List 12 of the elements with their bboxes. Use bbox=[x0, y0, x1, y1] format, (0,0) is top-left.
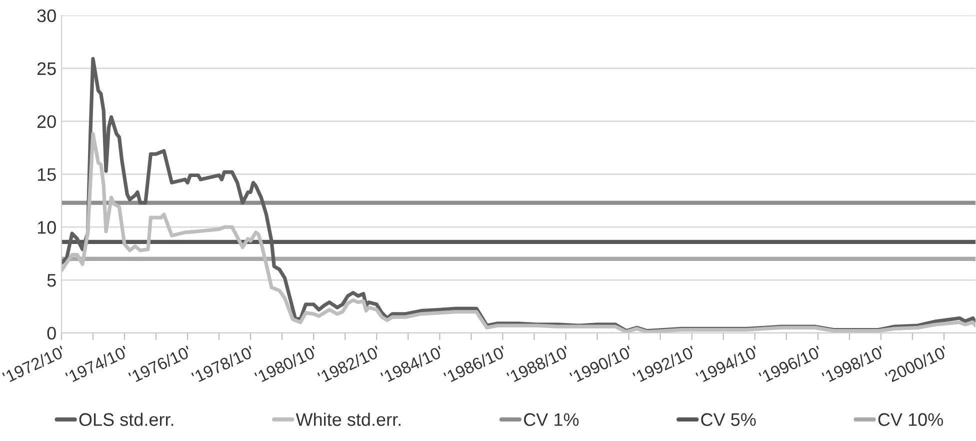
legend-label: OLS std.err. bbox=[79, 412, 174, 426]
y-tick-label: 5 bbox=[47, 274, 56, 287]
legend-label: White std.err. bbox=[296, 412, 400, 426]
y-tick-label: 30 bbox=[37, 9, 56, 22]
y-tick-label: 15 bbox=[38, 168, 56, 181]
y-tick-label: 25 bbox=[37, 62, 56, 76]
y-tick-label: 20 bbox=[37, 115, 56, 128]
legend-label: CV 5% bbox=[701, 413, 756, 426]
legend-label: CV 1% bbox=[524, 413, 579, 426]
legend-label: CV 10% bbox=[878, 413, 944, 426]
y-tick-label: 0 bbox=[47, 326, 56, 340]
y-tick-label: 10 bbox=[38, 221, 56, 234]
